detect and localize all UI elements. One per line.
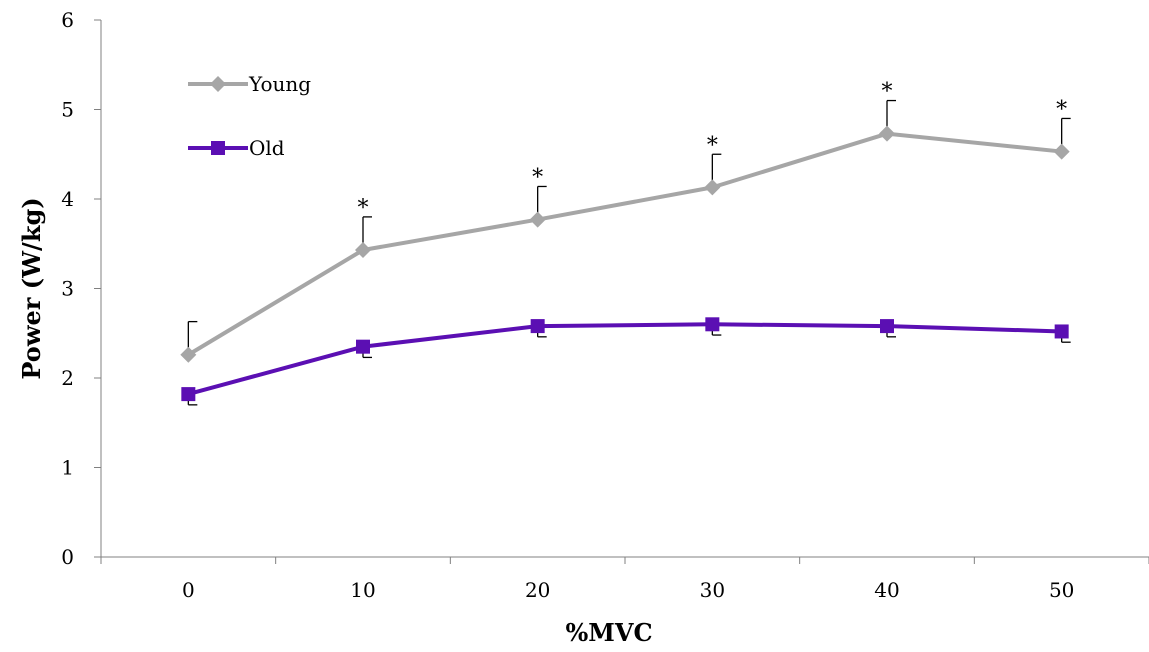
significance-marker: * (707, 133, 718, 158)
series-old (181, 317, 1071, 406)
legend: Young Old (188, 72, 311, 160)
y-tick-label: 2 (61, 366, 74, 390)
data-point-old (1054, 324, 1069, 339)
data-point-young (1053, 143, 1070, 160)
significance-marker: * (358, 196, 369, 221)
axes (100, 20, 1149, 558)
y-tick-label: 3 (61, 277, 74, 301)
y-tick-label: 1 (61, 456, 74, 480)
data-point-young (879, 125, 895, 142)
x-tick-label: 50 (1049, 578, 1074, 602)
significance-marker: * (882, 80, 893, 105)
data-point-young (704, 179, 721, 196)
significance-marker: * (532, 165, 543, 190)
legend-label-young: Young (248, 72, 311, 96)
x-tick-label: 0 (182, 578, 195, 602)
data-point-old (181, 387, 196, 402)
x-axis-ticks: 0 10 20 30 40 50 (100, 557, 1149, 602)
x-tick-label: 30 (700, 578, 725, 602)
data-point-old (705, 317, 720, 332)
y-tick-label: 0 (61, 545, 74, 569)
legend-marker-young (210, 76, 226, 92)
legend-item-young: Young (188, 72, 311, 96)
series-line-old (187, 322, 1062, 397)
data-point-young (529, 211, 546, 228)
series-line-young (187, 131, 1062, 357)
data-point-old (356, 339, 370, 354)
x-axis-title: %MVC (565, 618, 652, 647)
y-axis-title: Power (W/kg) (17, 197, 46, 379)
y-tick-label: 5 (61, 98, 74, 122)
data-point-old (880, 319, 894, 334)
x-tick-label: 40 (874, 578, 899, 602)
y-tick-label: 4 (61, 187, 74, 211)
data-point-young (355, 242, 371, 259)
x-tick-label: 10 (350, 578, 375, 602)
x-tick-label: 20 (525, 578, 550, 602)
series-young: * * * * * (180, 80, 1071, 363)
significance-marker: * (1056, 97, 1067, 122)
series-layer: * * * * * (180, 80, 1071, 406)
y-axis-ticks: 0 1 2 3 4 5 6 (61, 8, 101, 569)
y-tick-label: 6 (61, 8, 74, 32)
legend-item-old: Old (188, 136, 285, 160)
data-point-old (530, 319, 545, 334)
legend-label-old: Old (249, 136, 285, 160)
legend-marker-old (211, 141, 225, 155)
data-point-young (180, 346, 197, 363)
